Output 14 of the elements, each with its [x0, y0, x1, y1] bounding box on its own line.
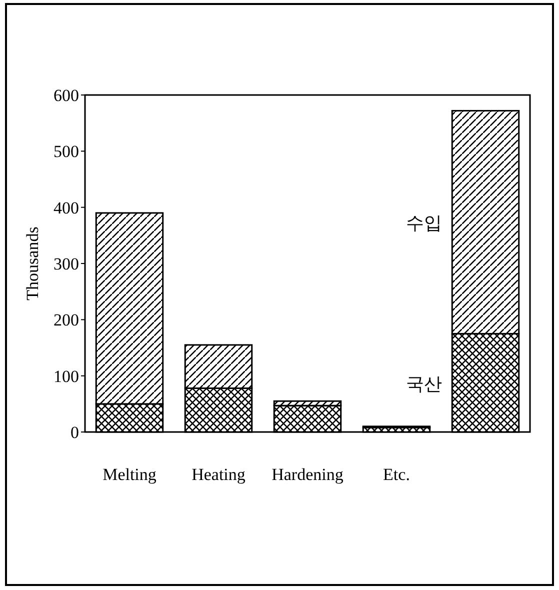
y-tick-label: 200: [54, 310, 79, 330]
y-tick-label: 0: [70, 423, 79, 442]
y-axis-title: Thousands: [23, 226, 42, 300]
x-tick-label: Etc.: [383, 465, 410, 484]
y-tick-label: 100: [54, 366, 79, 386]
y-tick-label: 400: [54, 198, 79, 218]
series-label: 국산: [406, 374, 442, 395]
y-tick-label: 500: [54, 142, 79, 162]
x-tick-label: Melting: [102, 465, 157, 484]
x-tick-label: Hardening: [272, 465, 344, 484]
y-tick-label: 300: [54, 254, 79, 274]
series-label: 수입: [406, 213, 442, 234]
x-tick-label: Heating: [192, 465, 246, 484]
y-tick-label: 600: [54, 86, 79, 105]
